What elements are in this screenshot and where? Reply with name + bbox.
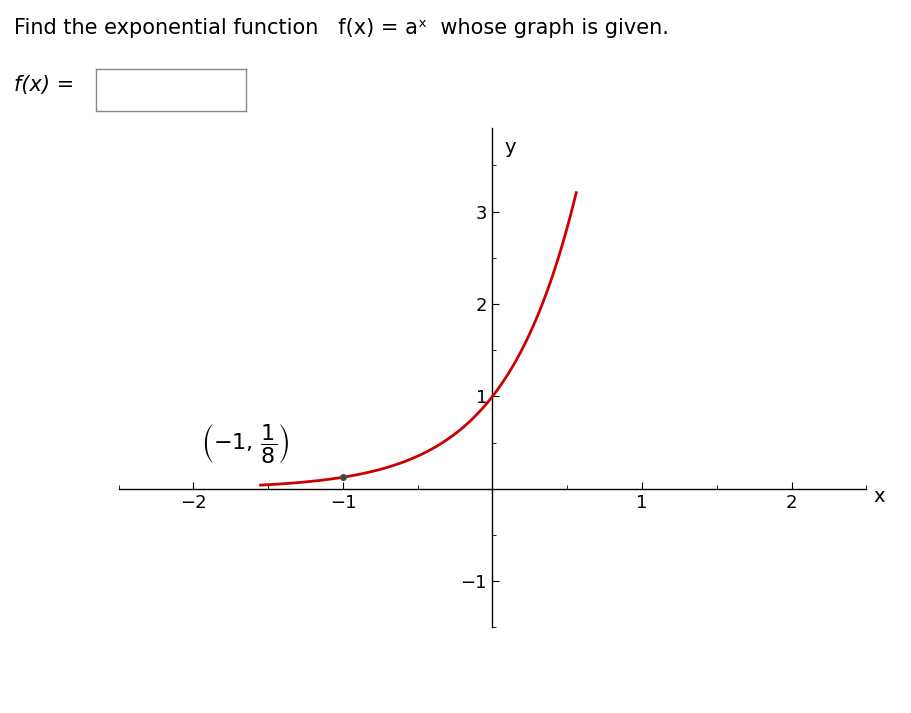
- Text: y: y: [504, 138, 516, 157]
- Text: f(x) =: f(x) =: [14, 75, 74, 95]
- Text: Find the exponential function   f(x) = aˣ  whose graph is given.: Find the exponential function f(x) = aˣ …: [14, 18, 668, 38]
- Text: $\left(-1,\,\dfrac{1}{8}\right)$: $\left(-1,\,\dfrac{1}{8}\right)$: [200, 422, 290, 465]
- Text: x: x: [873, 487, 885, 506]
